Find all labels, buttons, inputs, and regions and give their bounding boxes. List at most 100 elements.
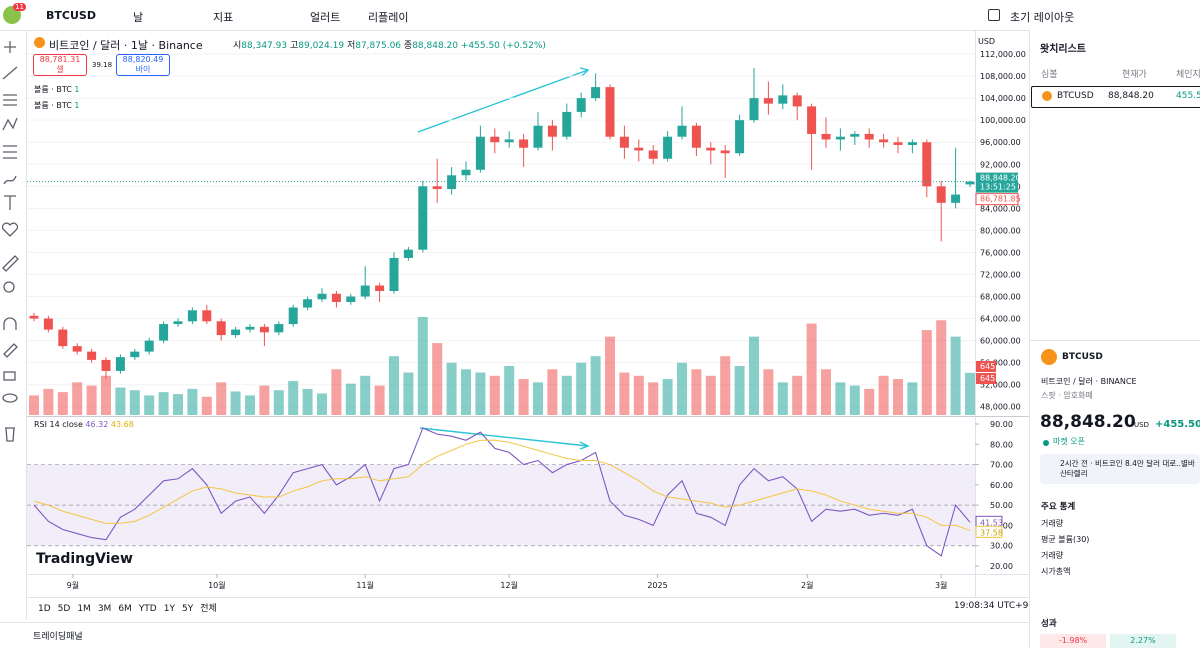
range-button[interactable]: 1D <box>38 604 51 614</box>
legend-label: 시 <box>233 41 242 51</box>
range-button[interactable]: 6M <box>118 604 132 614</box>
trend-annotation[interactable] <box>417 69 589 133</box>
indicators[interactable]: 지표 <box>213 11 234 24</box>
candle-body <box>317 293 327 300</box>
interval[interactable]: 날 <box>133 11 144 24</box>
volume-bar <box>936 320 947 415</box>
column-header[interactable]: 체인지 <box>1176 70 1200 80</box>
volume-bar <box>374 385 385 415</box>
candle-body <box>231 329 241 336</box>
candle-body <box>259 326 269 333</box>
performance-title: 성과 <box>1041 619 1057 629</box>
rsi-annotation[interactable] <box>419 427 589 447</box>
rsi-arrowhead <box>579 441 590 450</box>
y-tick-label: 56,000.00 <box>980 359 1021 368</box>
lock-drawing-tool[interactable] <box>3 343 18 358</box>
favorite-tool[interactable] <box>1 222 19 237</box>
zoom-tool[interactable] <box>3 281 15 293</box>
sell-button[interactable]: 88,781.31 셀 <box>33 54 87 76</box>
chart: 112,000.00 108,000.00 104,000.00 100,000.00… <box>0 30 1030 647</box>
candle-body <box>101 359 111 371</box>
candle-body <box>216 321 226 336</box>
trend-arrowhead <box>579 67 590 77</box>
column-header[interactable]: 심볼 <box>1041 70 1058 80</box>
rsi-band <box>27 464 975 546</box>
range-button[interactable]: 1M <box>77 604 91 614</box>
volume-bar <box>489 375 500 415</box>
ruler-tool[interactable] <box>2 255 19 272</box>
candle-body <box>403 249 413 258</box>
candle-body <box>634 147 644 151</box>
trash-tool[interactable] <box>5 427 15 442</box>
symbol-search[interactable]: BTCUSD <box>46 9 96 22</box>
volume-bar <box>201 396 212 415</box>
candle-body <box>432 186 442 190</box>
forecast-tool[interactable] <box>3 145 17 159</box>
spread: 39.18 <box>92 61 113 69</box>
y-tick-label: 64,000.00 <box>980 315 1021 324</box>
trading-panel[interactable]: 트레이딩패널 <box>33 632 83 642</box>
rsi-title: RSI 14 close <box>34 420 83 429</box>
visibility-tool[interactable] <box>2 393 18 403</box>
candle-body <box>418 186 428 250</box>
detail-exchange: BINANCE <box>1100 377 1137 386</box>
y-tick-label: 108,000.00 <box>980 72 1026 81</box>
candle-body <box>835 136 845 140</box>
column-header[interactable]: 현재가 <box>1122 70 1147 80</box>
candle-body <box>375 285 385 292</box>
line-tool[interactable] <box>2 66 18 80</box>
currency[interactable]: USD <box>978 37 996 46</box>
volume-bar <box>475 372 486 415</box>
volume-bar <box>115 387 126 415</box>
btc-icon <box>34 37 45 48</box>
pattern-tool[interactable] <box>2 117 18 131</box>
drawing-tools[interactable] <box>1 41 19 442</box>
volume-bar <box>57 392 68 415</box>
layout-checkbox[interactable] <box>988 9 1000 21</box>
range-button[interactable]: 3M <box>97 604 112 614</box>
replay[interactable]: 리플레이 <box>368 11 409 24</box>
range-button[interactable]: YTD <box>138 604 157 614</box>
magnet-tool[interactable] <box>3 317 17 330</box>
range-button[interactable]: 5Y <box>181 604 194 614</box>
brush-tool[interactable] <box>3 175 17 185</box>
countdown-label: 13:51:25 <box>980 183 1016 192</box>
volume-bar <box>792 375 803 415</box>
alerts[interactable]: 얼러트 <box>310 11 341 24</box>
crosshair-tool[interactable] <box>4 41 16 53</box>
fib-tool[interactable] <box>3 94 17 106</box>
lock-tool[interactable] <box>3 371 16 381</box>
candle-body <box>677 125 687 137</box>
buy-button[interactable]: 88,820.49 바이 <box>116 54 170 76</box>
x-tick-label: 2월 <box>801 580 813 590</box>
candle-body <box>720 150 730 154</box>
range-bar: 1D 5D 1M 3M 6M YTD 1Y 5Y 전체 <box>38 601 224 614</box>
volume-bar <box>677 362 687 415</box>
volume-bar <box>821 369 831 415</box>
watchlist-row[interactable] <box>1031 86 1200 108</box>
volume-bar <box>29 395 39 415</box>
rsi-value: 46.32 <box>85 420 109 429</box>
range-button[interactable]: 5D <box>57 604 71 614</box>
divider <box>1030 340 1200 341</box>
volume-bar <box>590 356 601 415</box>
layout[interactable]: 초기 레이아웃 <box>1010 11 1075 24</box>
news-box[interactable] <box>1040 454 1200 484</box>
volume-bar <box>605 336 615 415</box>
text-tool[interactable] <box>4 195 16 210</box>
detail-symbol: BTCUSD <box>1062 352 1103 362</box>
volume-bar <box>907 382 918 415</box>
volume-label-box <box>976 361 996 372</box>
news[interactable]: 2시간 전 · 비트코인 8.4만 달러 대로..별바 산타렐리 <box>1060 459 1195 478</box>
range-button[interactable]: 1Y <box>163 604 175 614</box>
y-tick-label: 72,000.00 <box>980 270 1021 279</box>
x-tick-label: 12월 <box>500 580 518 590</box>
watchlist-title[interactable]: 왓치리스트 <box>1040 44 1086 55</box>
candle-body <box>807 106 817 134</box>
perf-value: 2.27% <box>1110 634 1176 648</box>
range-button[interactable]: 전체 <box>200 604 217 614</box>
volume-bar <box>619 372 630 415</box>
volume-bar <box>547 369 558 415</box>
candle-body <box>778 95 788 104</box>
y-tick-label: 104,000.00 <box>980 94 1026 103</box>
